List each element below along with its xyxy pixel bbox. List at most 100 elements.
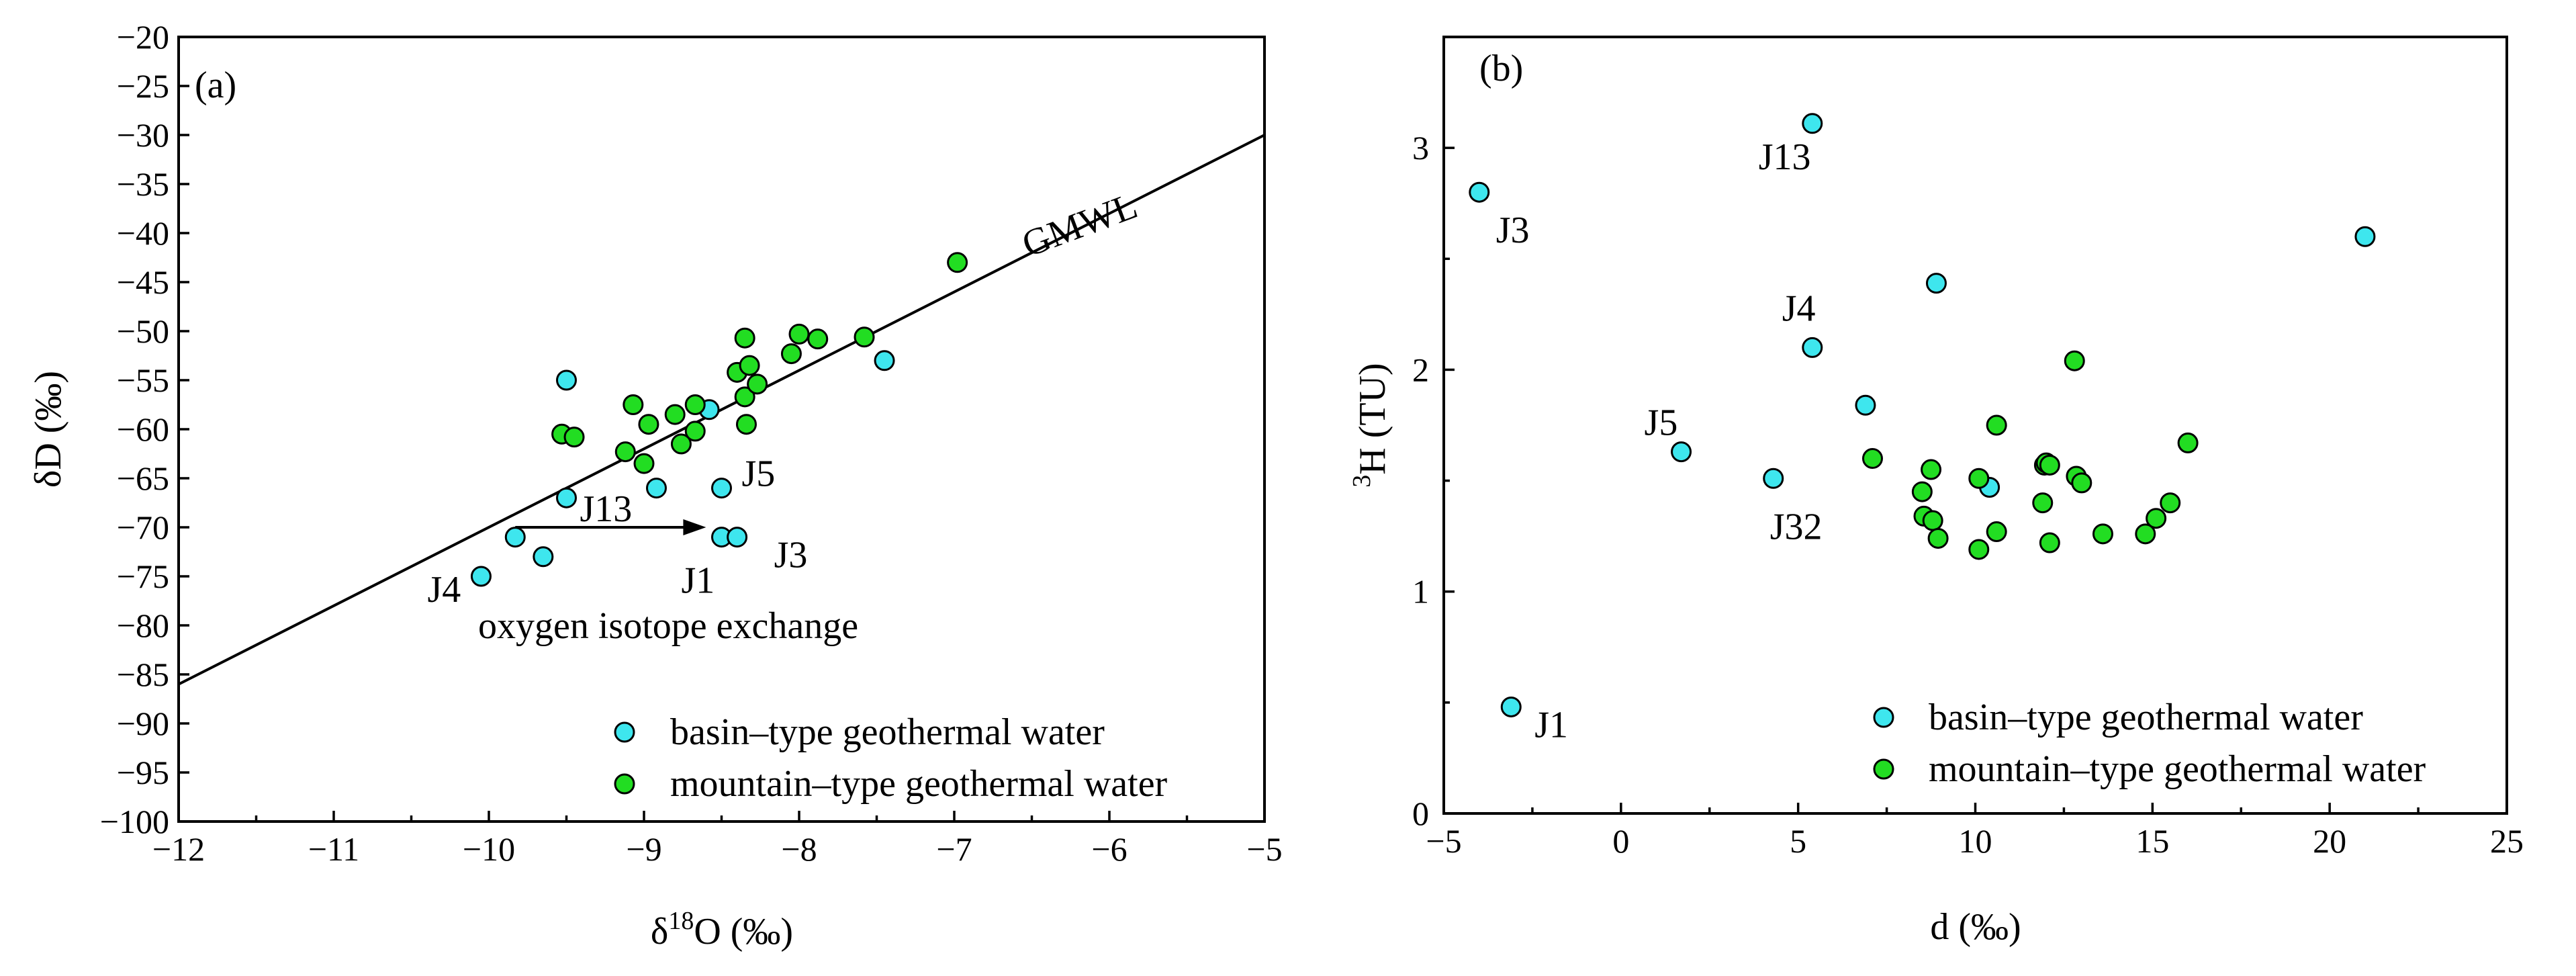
y-tick-label: −95: [117, 754, 169, 791]
y-tick-label: −40: [117, 214, 169, 252]
x-tick-label: −5: [1426, 822, 1461, 860]
legend-marker-basin: [614, 721, 635, 743]
panel-a-legend: basin–type geothermal water mountain–typ…: [614, 711, 1168, 805]
y-tick-label: −35: [117, 165, 169, 203]
mountain-point: [947, 252, 968, 273]
mountain-point: [2177, 432, 2199, 453]
mountain-point: [2071, 472, 2092, 494]
y-tick-label: −65: [117, 459, 169, 497]
panel-b-ylabel: 3H (TU): [1348, 363, 1393, 487]
x-tick-label: −10: [463, 830, 515, 868]
legend-label-mountain: mountain–type geothermal water: [670, 763, 1168, 805]
x-tick-label: 5: [1790, 822, 1806, 860]
y-tick-label: −50: [117, 312, 169, 350]
basin-point: [1469, 181, 1490, 203]
panel-a-frame: [177, 36, 1266, 823]
gmwl-label: GMWL: [1017, 185, 1143, 265]
mountain-point: [633, 453, 655, 474]
panel-b-label: (b): [1479, 48, 1523, 89]
mountain-point: [638, 414, 659, 435]
basin-point: [533, 546, 554, 568]
basin-point: [1925, 273, 1947, 294]
mountain-point: [2092, 523, 2113, 545]
basin-point: [504, 527, 526, 548]
point-label: J4: [427, 569, 461, 611]
basin-point: [874, 350, 895, 371]
point-label: J32: [1770, 506, 1823, 547]
mountain-point: [2039, 454, 2060, 476]
basin-point: [645, 478, 667, 499]
x-tick-label: 0: [1612, 822, 1629, 860]
mountain-point: [2135, 523, 2156, 545]
mountain-point: [2146, 508, 2167, 529]
mountain-point: [1861, 448, 1883, 470]
point-label: J5: [1645, 402, 1678, 444]
mountain-point: [747, 373, 768, 395]
mountain-point: [1986, 414, 2007, 436]
basin-point: [727, 527, 748, 548]
mountain-point: [670, 433, 692, 455]
y-tick-label: −30: [117, 116, 169, 154]
panel-a-xlabel: δ18O (‰): [651, 907, 793, 952]
point-label: J5: [742, 453, 776, 495]
y-tick-label: 3: [1412, 129, 1429, 167]
point-label: J3: [774, 535, 808, 576]
point-label: J4: [1782, 287, 1816, 329]
mountain-point: [1922, 510, 1943, 531]
y-tick-label: −55: [117, 361, 169, 399]
mountain-point: [1968, 539, 1990, 560]
y-tick-label: 0: [1412, 795, 1429, 832]
mountain-point: [1927, 527, 1949, 549]
gmwl-line: [178, 134, 1265, 686]
mountain-point: [780, 343, 802, 365]
x-tick-label: −11: [308, 830, 359, 868]
y-tick-label: −25: [117, 67, 169, 105]
x-tick-label: 20: [2313, 822, 2346, 860]
x-tick-label: −12: [152, 830, 205, 868]
panel-a: −12 −11 −10 −9 −8 −7 −6 −5 −100 −95 −90 −85 −80 −75 −7…: [28, 18, 1283, 952]
y-tick-label: −75: [117, 558, 169, 595]
y-tick-label: −80: [117, 607, 169, 644]
mountain-point: [623, 394, 644, 415]
mountain-point: [684, 420, 706, 442]
legend-marker-mountain: [614, 773, 635, 795]
legend-label-basin: basin–type geothermal water: [670, 711, 1105, 753]
arrow-annotation-label: oxygen isotope exchange: [478, 605, 858, 647]
panel-b-legend: basin–type geothermal water mountain–typ…: [1873, 697, 2426, 790]
basin-point: [556, 487, 577, 508]
point-label: J1: [1534, 704, 1568, 746]
mountain-point: [1986, 521, 2007, 543]
y-tick-label: −70: [117, 508, 169, 546]
mountain-point: [735, 414, 757, 435]
exchange-arrow-head: [683, 519, 706, 535]
mountain-point: [684, 394, 706, 415]
y-tick-label: −90: [117, 705, 169, 742]
mountain-point: [563, 427, 585, 448]
basin-point: [1500, 696, 1522, 717]
point-label: J1: [682, 560, 715, 602]
mountain-point: [854, 326, 875, 348]
basin-point: [1802, 113, 1823, 134]
y-tick-label: −100: [100, 803, 169, 840]
mountain-point: [1921, 459, 1942, 480]
basin-point: [711, 478, 732, 499]
mountain-point: [807, 328, 829, 350]
mountain-point: [2032, 492, 2054, 514]
legend-marker-basin: [1873, 707, 1894, 728]
basin-point: [470, 566, 492, 587]
x-tick-label: −6: [1091, 830, 1127, 868]
basin-point: [2354, 226, 2376, 247]
x-tick-label: −7: [936, 830, 972, 868]
panel-b-xlabel: d (‰): [1930, 906, 2021, 948]
y-tick-label: −60: [117, 410, 169, 448]
mountain-point: [739, 355, 760, 376]
point-label: J13: [580, 488, 633, 530]
point-label: J13: [1759, 136, 1811, 178]
x-tick-label: −8: [781, 830, 817, 868]
basin-point: [1802, 337, 1823, 358]
x-tick-label: 15: [2135, 822, 2169, 860]
mountain-point: [1911, 481, 1933, 502]
x-tick-label: 25: [2490, 822, 2524, 860]
x-tick-label: −5: [1246, 830, 1282, 868]
